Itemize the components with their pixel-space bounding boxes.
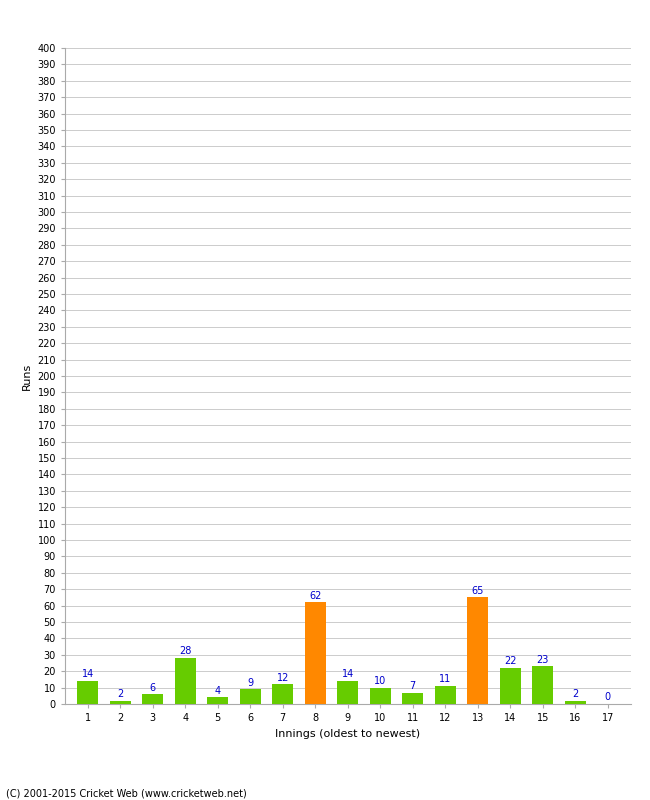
- Text: 14: 14: [342, 670, 354, 679]
- Text: 4: 4: [214, 686, 221, 696]
- Bar: [467, 598, 488, 704]
- Text: (C) 2001-2015 Cricket Web (www.cricketweb.net): (C) 2001-2015 Cricket Web (www.cricketwe…: [6, 788, 247, 798]
- Bar: [370, 687, 391, 704]
- Bar: [240, 690, 261, 704]
- Y-axis label: Runs: Runs: [22, 362, 32, 390]
- Text: 28: 28: [179, 646, 192, 657]
- Text: 2: 2: [572, 689, 578, 699]
- Text: 2: 2: [117, 689, 124, 699]
- Text: 14: 14: [82, 670, 94, 679]
- Bar: [532, 666, 553, 704]
- Text: 11: 11: [439, 674, 451, 684]
- Text: 62: 62: [309, 590, 322, 601]
- Bar: [337, 681, 358, 704]
- Bar: [435, 686, 456, 704]
- Bar: [77, 681, 98, 704]
- Bar: [402, 693, 423, 704]
- Bar: [175, 658, 196, 704]
- Bar: [207, 698, 228, 704]
- Bar: [565, 701, 586, 704]
- Bar: [110, 701, 131, 704]
- Text: 6: 6: [150, 682, 156, 693]
- Text: 10: 10: [374, 676, 386, 686]
- Text: 9: 9: [247, 678, 254, 687]
- Text: 22: 22: [504, 656, 517, 666]
- Text: 23: 23: [536, 654, 549, 665]
- Bar: [500, 668, 521, 704]
- Text: 65: 65: [471, 586, 484, 596]
- Text: 7: 7: [410, 681, 416, 691]
- Bar: [305, 602, 326, 704]
- Bar: [272, 684, 293, 704]
- Text: 0: 0: [604, 692, 611, 702]
- X-axis label: Innings (oldest to newest): Innings (oldest to newest): [275, 729, 421, 738]
- Bar: [142, 694, 163, 704]
- Text: 12: 12: [276, 673, 289, 682]
